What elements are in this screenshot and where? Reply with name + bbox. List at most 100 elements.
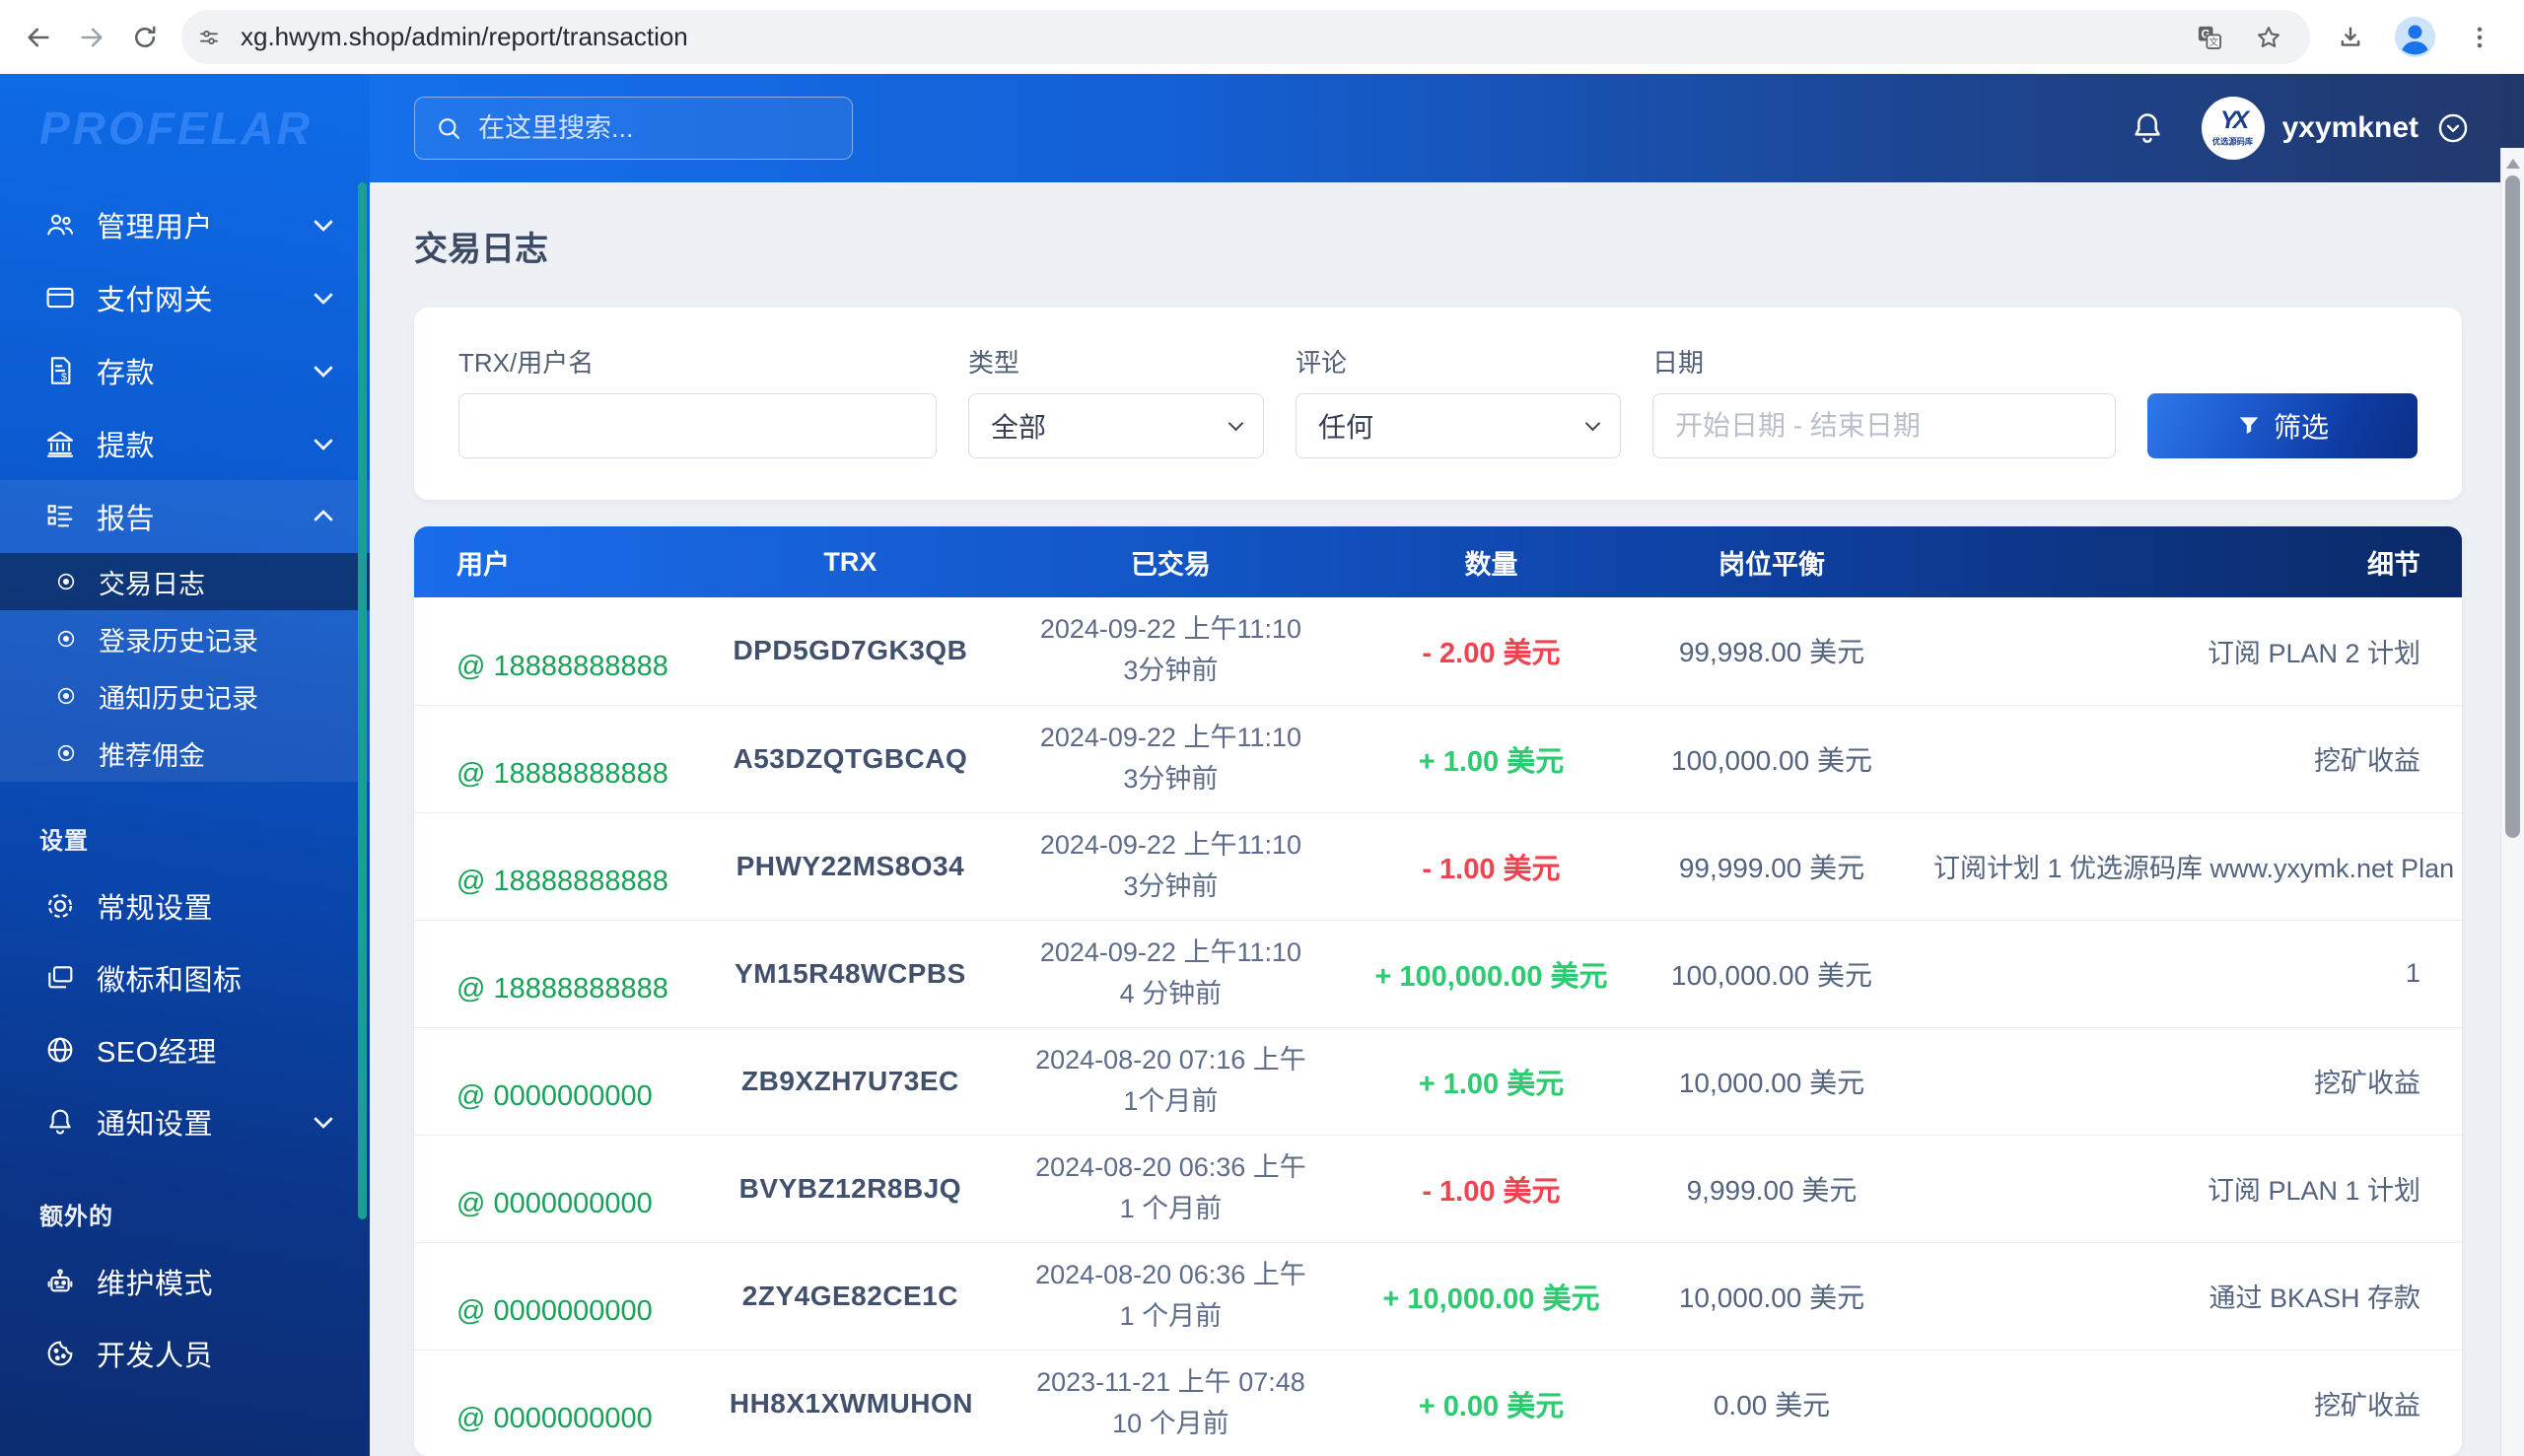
scrollbar-up-arrow[interactable] xyxy=(2505,159,2520,169)
table-row: @ 0000000000 BVYBZ12R8BJQ 2024-08-20 06:… xyxy=(414,1135,2462,1243)
time-ago-text: 1 个月前 xyxy=(1119,1300,1223,1331)
site-settings-button[interactable] xyxy=(185,14,233,61)
sidebar-item-label: 开发人员 xyxy=(97,1340,214,1372)
date-text: 2024-09-22 上午11:10 xyxy=(1039,614,1302,645)
sidebar-subitem-label: 登录历史记录 xyxy=(99,626,258,657)
user-cell[interactable]: @ 18888888888 xyxy=(414,920,730,1028)
filter-submit-button[interactable]: 筛选 xyxy=(2147,393,2418,458)
user-cell[interactable]: @ 18888888888 xyxy=(414,597,730,706)
sidebar-item-notification-settings[interactable]: 通知设置 xyxy=(0,1085,370,1157)
sidebar-item-label: 提款 xyxy=(97,431,156,462)
date-cell: 2024-08-20 06:36 上午 1 个月前 xyxy=(970,1242,1370,1351)
sidebar-item-seo-manager[interactable]: SEO经理 xyxy=(0,1013,370,1085)
sidebar-item-reports[interactable]: 报告 xyxy=(0,480,370,553)
scrollbar-thumb[interactable] xyxy=(2505,175,2520,838)
trx-username-label: TRX/用户名 xyxy=(458,348,595,378)
chevron-down-icon xyxy=(314,358,333,379)
search-input[interactable] xyxy=(478,112,832,144)
browser-forward-button[interactable] xyxy=(68,14,115,61)
sidebar-item-developers[interactable]: 开发人员 xyxy=(0,1317,370,1389)
date-text: 2024-09-22 上午11:10 xyxy=(1039,829,1302,860)
date-cell: 2024-09-22 上午11:10 3分钟前 xyxy=(970,812,1370,921)
user-cell[interactable]: @ 0000000000 xyxy=(414,1242,730,1351)
filter-panel: TRX/用户名 类型 全部 评论 任何 xyxy=(414,308,2462,500)
browser-reload-button[interactable] xyxy=(121,14,169,61)
svg-text:G: G xyxy=(2202,28,2210,40)
circle-dot-icon xyxy=(55,742,77,764)
transactions-card: 用户 TRX 已交易 数量 岗位平衡 细节 @ 18888888888 xyxy=(414,526,2462,1456)
date-cell: 2024-08-20 07:16 上午 1个月前 xyxy=(970,1027,1370,1136)
amount-cell: + 1.00 美元 xyxy=(1369,705,1612,813)
date-cell: 2023-11-21 上午 07:48 10 个月前 xyxy=(970,1350,1370,1456)
time-ago-text: 10 个月前 xyxy=(1112,1408,1229,1438)
translate-button[interactable]: G 文 xyxy=(2187,15,2232,60)
date-text: 2024-08-20 07:16 上午 xyxy=(1035,1044,1306,1075)
sidebar-item-withdrawals[interactable]: 提款 xyxy=(0,407,370,480)
sidebar-subitem-label: 交易日志 xyxy=(99,569,205,599)
time-ago-text: 3分钟前 xyxy=(1123,656,1219,686)
time-ago-text: 3分钟前 xyxy=(1123,763,1219,794)
address-bar[interactable]: xg.hwym.shop/admin/report/transaction G … xyxy=(181,10,2310,64)
sidebar-item-general-settings[interactable]: 常规设置 xyxy=(0,869,370,941)
time-ago-text: 1 个月前 xyxy=(1119,1193,1223,1223)
sidebar-subitem-label: 推荐佣金 xyxy=(99,740,205,771)
type-label: 类型 xyxy=(968,348,1020,378)
url-text[interactable]: xg.hwym.shop/admin/report/transaction xyxy=(241,22,688,51)
svg-text:文: 文 xyxy=(2208,35,2218,48)
sidebar-item-referral-commission[interactable]: 推荐佣金 xyxy=(0,725,370,782)
trx-cell: ZB9XZH7U73EC xyxy=(729,1027,971,1136)
sidebar-item-transaction-log[interactable]: 交易日志 xyxy=(0,553,370,610)
sidebar-item-logo-and-icons[interactable]: 徽标和图标 xyxy=(0,941,370,1013)
amount-cell: - 2.00 美元 xyxy=(1369,597,1612,706)
user-cell[interactable]: @ 18888888888 xyxy=(414,812,730,921)
user-cell[interactable]: @ 0000000000 xyxy=(414,1135,730,1243)
sidebar-item-payment-gateway[interactable]: 支付网关 xyxy=(0,261,370,334)
filter-button-label: 筛选 xyxy=(2273,412,2329,443)
balance-cell: 9,999.00 美元 xyxy=(1612,1135,1931,1243)
page-scrollbar[interactable] xyxy=(2500,148,2524,1456)
sidebar-item-login-history[interactable]: 登录历史记录 xyxy=(0,610,370,667)
date-text: 2024-09-22 上午11:10 xyxy=(1039,722,1302,752)
table-body: @ 18888888888 DPD5GD7GK3QB 2024-09-22 上午… xyxy=(414,597,2462,1456)
sidebar-scrollbar[interactable] xyxy=(358,182,367,1219)
star-icon xyxy=(2258,26,2279,47)
bookmark-button[interactable] xyxy=(2246,15,2291,60)
comment-select[interactable]: 任何 xyxy=(1296,393,1621,458)
browser-back-button[interactable] xyxy=(15,14,62,61)
sidebar-item-notification-history[interactable]: 通知历史记录 xyxy=(0,667,370,725)
forward-arrow-icon xyxy=(81,28,103,46)
amount-cell: - 1.00 美元 xyxy=(1369,1135,1612,1243)
user-menu[interactable]: YX 优选源码库 yxymknet xyxy=(2201,97,2470,160)
user-menu-chevron[interactable] xyxy=(2436,111,2470,145)
app-logo[interactable]: PROFELAR xyxy=(39,103,313,154)
user-cell[interactable]: @ 0000000000 xyxy=(414,1027,730,1136)
circle-dot-icon xyxy=(55,685,77,707)
date-text: 2024-08-20 06:36 上午 xyxy=(1035,1151,1306,1182)
details-cell: 订阅计划 1 优选源码库 www.yxymk.net Plan xyxy=(1931,812,2462,921)
globe-icon xyxy=(43,1033,77,1067)
balance-cell: 0.00 美元 xyxy=(1612,1350,1931,1456)
browser-menu-button[interactable] xyxy=(2456,14,2503,61)
circle-dot-icon xyxy=(55,628,77,650)
funnel-icon xyxy=(2239,417,2259,435)
user-cell[interactable]: @ 18888888888 xyxy=(414,705,730,813)
sidebar-item-maintenance-mode[interactable]: 维护模式 xyxy=(0,1245,370,1317)
sidebar-item-deposits[interactable]: $ 存款 xyxy=(0,334,370,407)
notifications-button[interactable] xyxy=(2129,109,2166,147)
type-select[interactable]: 全部 xyxy=(968,393,1264,458)
chevron-down-icon xyxy=(314,285,333,306)
date-range-input[interactable] xyxy=(1652,393,2116,458)
circle-dot-icon xyxy=(55,571,77,592)
downloads-button[interactable] xyxy=(2327,14,2374,61)
table-row: @ 18888888888 YM15R48WCPBS 2024-09-22 上午… xyxy=(414,920,2462,1028)
details-cell: 挖矿收益 xyxy=(1931,705,2462,813)
sidebar-item-manage-users[interactable]: 管理用户 xyxy=(0,188,370,261)
trx-username-input[interactable] xyxy=(458,393,937,458)
global-search[interactable] xyxy=(414,97,853,160)
browser-profile-button[interactable] xyxy=(2393,15,2437,59)
avatar-caption: 优选源码库 xyxy=(2211,137,2254,147)
avatar-monogram: YX xyxy=(2219,106,2249,134)
user-cell[interactable]: @ 0000000000 xyxy=(414,1350,730,1456)
bell-icon xyxy=(2134,113,2160,143)
table-row: @ 0000000000 ZB9XZH7U73EC 2024-08-20 07:… xyxy=(414,1027,2462,1136)
